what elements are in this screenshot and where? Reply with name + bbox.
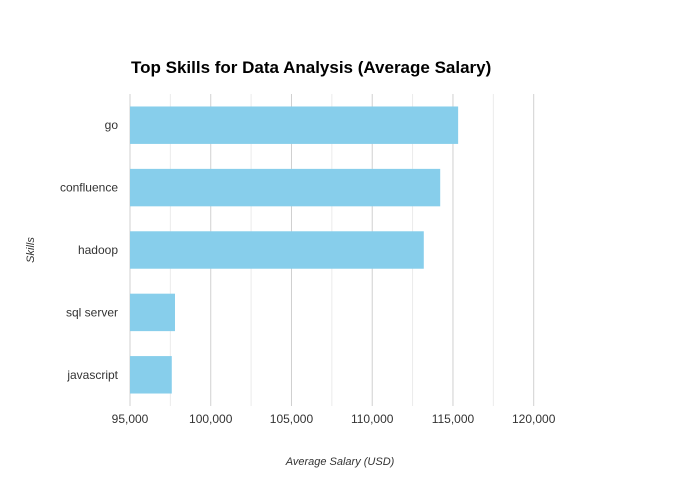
x-tick-label: 95,000 bbox=[112, 412, 149, 426]
x-tick-label: 115,000 bbox=[432, 412, 475, 426]
bar-confluence bbox=[130, 168, 441, 207]
x-tick-label: 120,000 bbox=[512, 412, 556, 426]
bars bbox=[130, 106, 459, 394]
x-axis-tick-labels: 95,000 100,000 105,000 110,000 115,000 120,00… bbox=[112, 412, 556, 426]
x-tick-label: 100,000 bbox=[189, 412, 233, 426]
x-tick-label: 110,000 bbox=[351, 412, 394, 426]
bar-javascript bbox=[130, 356, 172, 394]
bar-go bbox=[130, 106, 459, 144]
y-tick-label: hadoop bbox=[78, 243, 118, 257]
x-axis-title: Average Salary (USD) bbox=[285, 456, 395, 468]
y-tick-label: sql server bbox=[66, 305, 118, 319]
x-tick-label: 105,000 bbox=[270, 412, 314, 426]
y-tick-label: javascript bbox=[66, 368, 118, 382]
y-tick-label: go bbox=[105, 118, 119, 132]
bar-sql-server bbox=[130, 293, 175, 332]
chart-title: Top Skills for Data Analysis (Average Sa… bbox=[131, 58, 491, 77]
y-tick-label: confluence bbox=[60, 181, 118, 195]
bar-hadoop bbox=[130, 231, 424, 269]
y-axis-title: Skills bbox=[25, 237, 37, 263]
y-axis-tick-labels: go confluence hadoop sql server javascript bbox=[60, 118, 119, 382]
